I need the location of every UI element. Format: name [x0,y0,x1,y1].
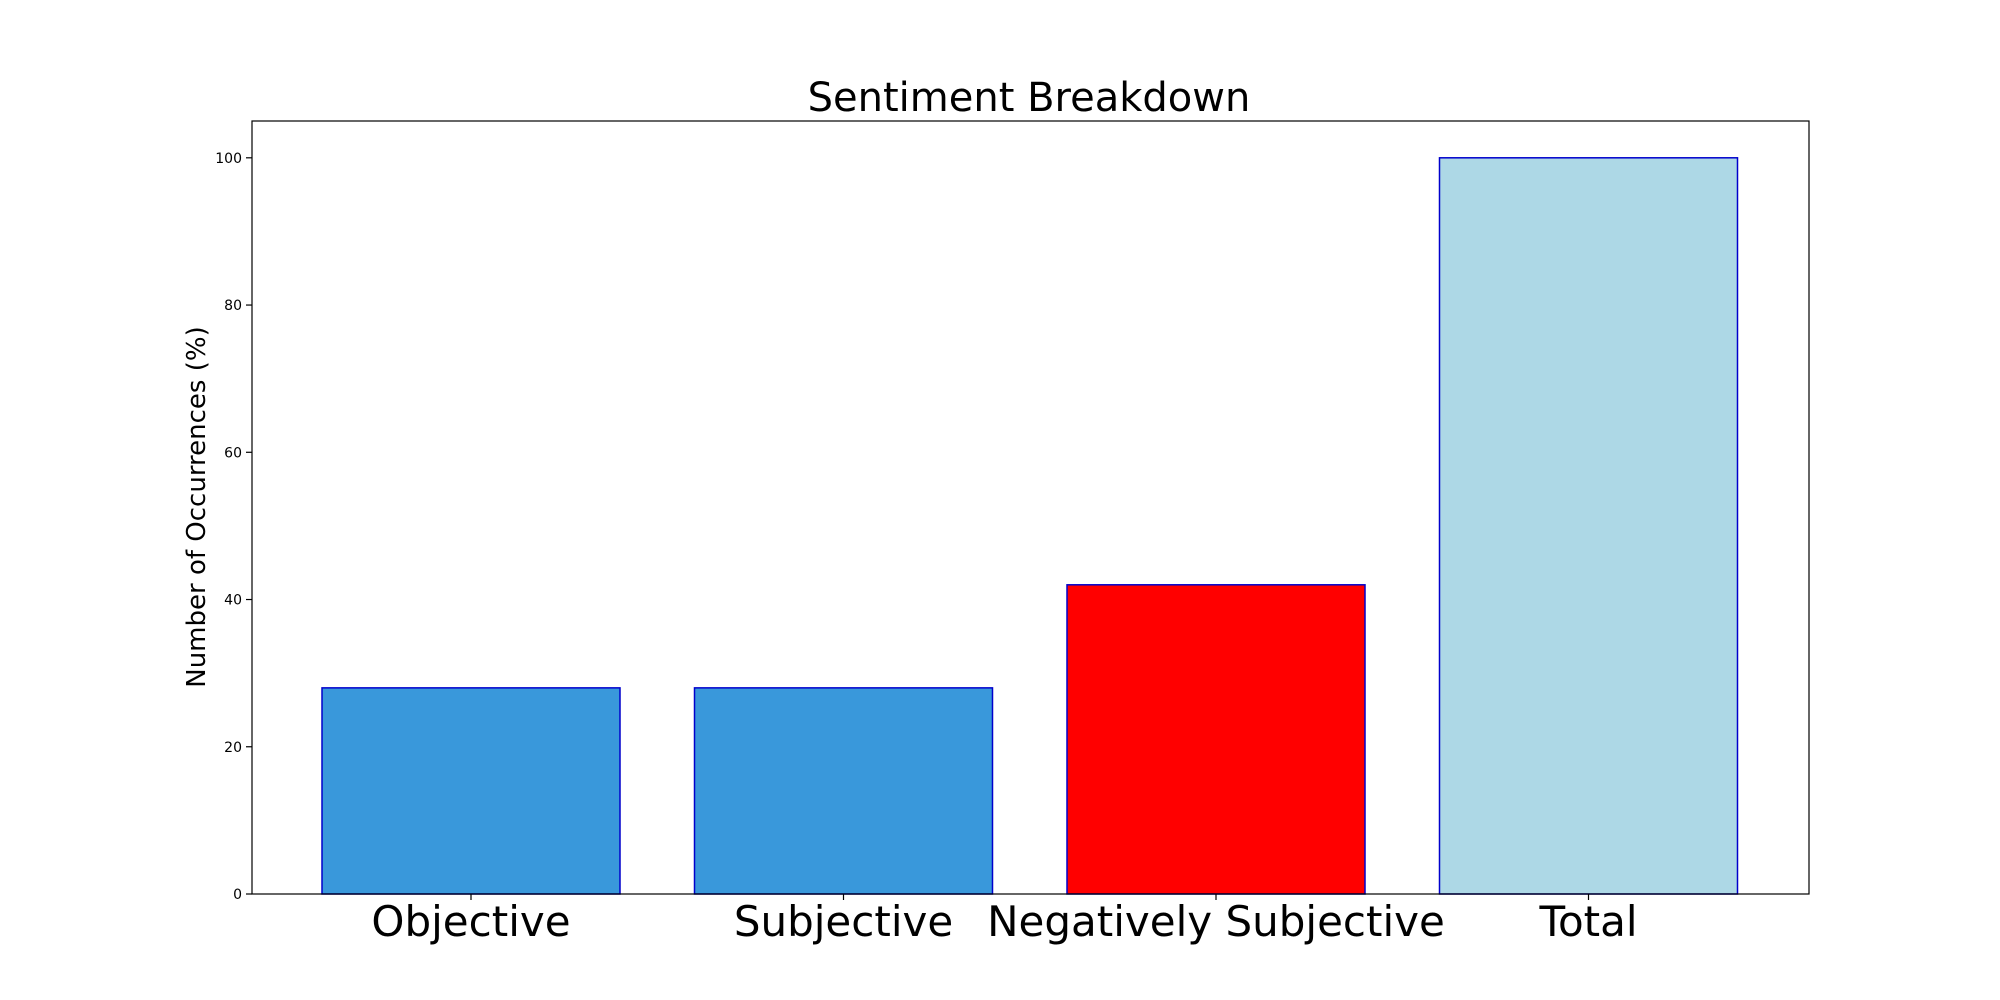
bar-subjective [693,687,994,895]
y-axis-label: Number of Occurrences (%) [182,326,212,688]
x-tick-label: Negatively Subjective [987,897,1445,946]
chart-title: Sentiment Breakdown [808,75,1251,121]
bar-objective [321,687,621,895]
x-ticks-group: Objective Subjective Negatively Subjective… [371,894,1638,946]
x-tick-label: Subjective [734,897,953,946]
y-ticks-group: 0 20 40 60 80 100 [215,151,252,903]
y-tick-label: 80 [224,298,242,314]
y-tick-label: 0 [233,887,242,903]
y-tick-label: 100 [215,151,242,167]
bars-group [321,157,1739,895]
x-tick-label: Total [1538,897,1637,946]
bar-total [1438,157,1739,895]
y-tick-label: 60 [224,445,242,461]
y-tick-label: 40 [224,593,242,609]
x-tick-label: Objective [371,897,570,946]
y-tick-label: 20 [224,740,242,756]
bar-negatively-subjective [1066,584,1366,895]
plot-frame [251,120,1810,895]
